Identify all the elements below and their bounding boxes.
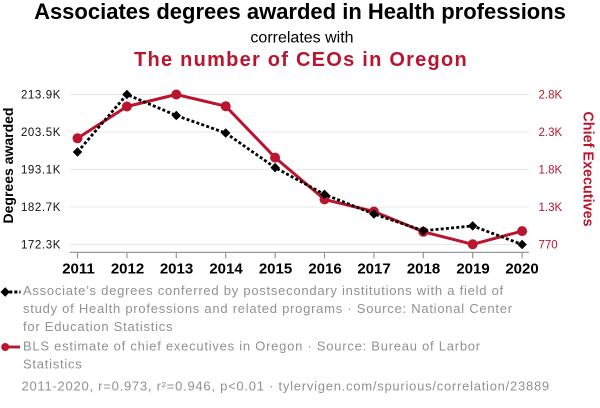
svg-text:2015: 2015	[259, 260, 292, 277]
svg-text:Degrees awarded: Degrees awarded	[0, 108, 16, 224]
svg-text:2011-2020, r=0.973, r²=0.946,: 2011-2020, r=0.973, r²=0.946, p<0.01 · t…	[22, 378, 550, 393]
svg-text:182.7K: 182.7K	[21, 202, 61, 214]
svg-text:for Education Statistics: for Education Statistics	[23, 319, 173, 334]
svg-text:193.1K: 193.1K	[21, 165, 61, 177]
svg-text:2012: 2012	[111, 260, 144, 277]
svg-text:Statistics: Statistics	[23, 357, 83, 372]
svg-text:BLS estimate of chief executiv: BLS estimate of chief executives in Oreg…	[23, 339, 481, 354]
svg-text:2020: 2020	[505, 260, 538, 277]
svg-text:correlates with: correlates with	[250, 30, 353, 47]
svg-text:1.8K: 1.8K	[539, 165, 563, 177]
svg-text:Chief Executives: Chief Executives	[580, 111, 596, 226]
svg-text:2.3K: 2.3K	[539, 127, 563, 139]
svg-text:2018: 2018	[407, 260, 440, 277]
svg-text:1.3K: 1.3K	[539, 202, 563, 214]
svg-text:213.9K: 213.9K	[21, 90, 61, 102]
svg-text:2011: 2011	[62, 260, 95, 277]
svg-text:770: 770	[539, 240, 558, 252]
svg-text:2014: 2014	[209, 260, 243, 277]
svg-text:The number of CEOs in Oregon: The number of CEOs in Oregon	[134, 49, 468, 71]
svg-text:2019: 2019	[456, 260, 489, 277]
svg-text:Associates degrees awarded in: Associates degrees awarded in Health pro…	[34, 0, 566, 24]
svg-text:study of Health professions an: study of Health professions and related …	[23, 301, 513, 316]
svg-text:2013: 2013	[160, 260, 193, 277]
svg-text:2017: 2017	[357, 260, 390, 277]
svg-text:172.3K: 172.3K	[21, 240, 61, 252]
svg-text:203.5K: 203.5K	[21, 127, 61, 139]
svg-text:2.8K: 2.8K	[539, 90, 563, 102]
svg-text:2016: 2016	[308, 260, 341, 277]
svg-text:Associate’s degrees conferred: Associate’s degrees conferred by postsec…	[23, 283, 504, 298]
